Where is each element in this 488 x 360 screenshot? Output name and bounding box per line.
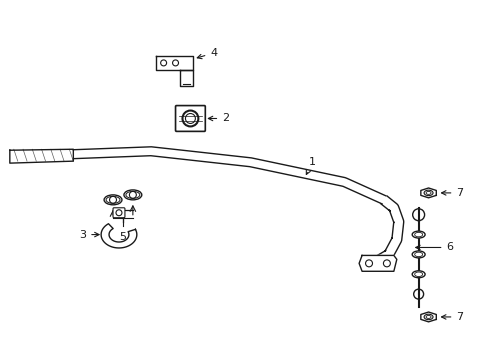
Ellipse shape	[104, 195, 122, 205]
Ellipse shape	[411, 231, 424, 238]
Ellipse shape	[123, 190, 142, 200]
Polygon shape	[180, 70, 193, 86]
FancyBboxPatch shape	[113, 208, 124, 218]
Text: 5: 5	[119, 231, 126, 242]
Text: 7: 7	[441, 188, 463, 198]
Polygon shape	[73, 147, 385, 204]
Polygon shape	[10, 149, 73, 163]
Ellipse shape	[411, 251, 424, 258]
FancyBboxPatch shape	[175, 105, 205, 131]
Polygon shape	[155, 56, 193, 70]
Polygon shape	[420, 312, 435, 322]
Text: 6: 6	[415, 243, 452, 252]
Polygon shape	[420, 188, 435, 198]
Polygon shape	[374, 196, 403, 266]
Text: 3: 3	[79, 230, 99, 239]
Text: 4: 4	[197, 48, 217, 59]
Ellipse shape	[411, 271, 424, 278]
Text: 1: 1	[305, 157, 315, 174]
Text: 7: 7	[441, 312, 463, 322]
Polygon shape	[101, 224, 137, 248]
Text: 2: 2	[208, 113, 229, 123]
Polygon shape	[358, 255, 396, 271]
